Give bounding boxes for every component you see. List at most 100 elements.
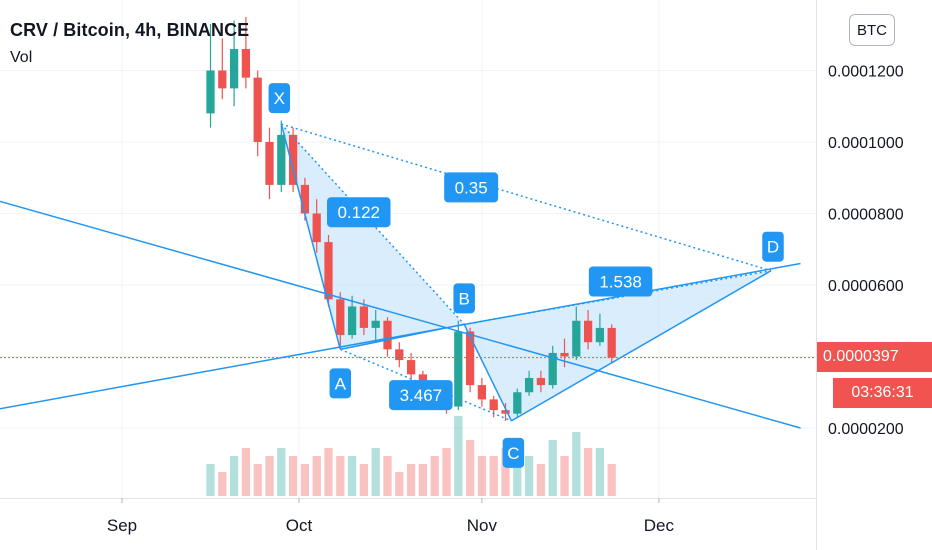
point-label-d: D: [762, 231, 784, 262]
volume-bar: [395, 472, 404, 496]
currency-button[interactable]: BTC: [849, 14, 895, 46]
volume-bar: [583, 448, 593, 496]
volume-bar: [300, 464, 310, 496]
volume-bar: [572, 432, 581, 496]
trendlines[interactable]: [0, 199, 801, 429]
point-label-x-bg: [268, 83, 291, 114]
candle-body: [418, 374, 428, 386]
leg-cd: [511, 270, 772, 422]
candle-body: [277, 134, 286, 185]
y-tick-label: 0.0001000: [828, 135, 904, 152]
point-label-c-text: C: [507, 444, 519, 463]
candle-body: [347, 306, 357, 336]
candle-body: [560, 352, 569, 357]
ratio-line-xd: [281, 123, 772, 272]
y-tick-label: 0.0000800: [828, 207, 904, 224]
volume-bar: [501, 448, 510, 496]
leg-ab: [340, 323, 465, 351]
candle-body: [501, 410, 510, 414]
harmonic-pattern[interactable]: [281, 124, 771, 421]
candle-body: [359, 306, 369, 328]
candle-body: [465, 331, 475, 386]
candle-body: [513, 392, 522, 414]
volume-bar: [288, 456, 298, 496]
candle-body: [583, 320, 593, 343]
volume-bar: [253, 464, 262, 496]
point-label-a: A: [329, 368, 352, 399]
volume-bar: [442, 448, 451, 496]
volume-bar: [359, 464, 369, 496]
y-tick-label: 0.0000600: [828, 278, 904, 295]
candle-body: [206, 70, 215, 114]
volume-bar: [277, 448, 286, 496]
volume-bar: [607, 464, 616, 496]
point-label-b-text: B: [459, 289, 470, 308]
candle-body: [607, 327, 616, 358]
point-label-a-bg: [329, 368, 352, 399]
ratio-label: 0.35: [444, 172, 499, 203]
volume-bar: [406, 464, 416, 496]
grid-lines: [0, 0, 817, 550]
ratio-label-bg: [444, 172, 499, 203]
x-tick-label: Oct: [286, 516, 313, 535]
x-tick-label: Sep: [107, 516, 137, 535]
volume-bar: [241, 448, 251, 496]
ratio-label: 0.122: [327, 197, 391, 228]
countdown-tag: 03:36:31: [833, 378, 932, 408]
volume-bar: [383, 456, 392, 496]
x-tick-label: Nov: [467, 516, 498, 535]
candle-body: [229, 49, 239, 89]
volume-bar: [324, 448, 333, 496]
y-tick-label: 0.0001200: [828, 64, 904, 81]
ratio-label-bg: [588, 266, 653, 297]
volume-bar: [560, 456, 569, 496]
ratio-label: 3.467: [389, 380, 453, 411]
volume-bar: [489, 456, 498, 496]
volume-bar: [418, 464, 428, 496]
volume-indicator-label[interactable]: Vol: [10, 49, 33, 66]
point-label-b: B: [453, 283, 475, 314]
ratio-label-bg: [327, 197, 391, 228]
ratio-label-text: 1.538: [599, 273, 642, 292]
candle-body: [383, 320, 392, 350]
volume-bar: [548, 440, 557, 496]
pattern-labels[interactable]: X A B C D 0.122 0.35 3.467 1.538: [268, 83, 784, 468]
point-label-a-text: A: [335, 374, 347, 393]
volume-bar: [454, 416, 463, 496]
volume-bar: [513, 440, 522, 496]
point-label-d-text: D: [767, 238, 779, 257]
candle-body: [489, 399, 498, 411]
chart-title: CRV / Bitcoin, 4h, BINANCE: [10, 20, 250, 40]
candle-body: [288, 134, 298, 185]
ratio-label-bg: [389, 380, 453, 411]
ratio-line-bd: [464, 269, 772, 326]
volume-bar: [465, 440, 475, 496]
candle-body: [218, 70, 227, 89]
volume-bar: [430, 456, 439, 496]
candle-body: [595, 327, 605, 343]
volume-bar: [371, 448, 380, 496]
candle-body: [336, 299, 345, 336]
volume-bar: [336, 456, 345, 496]
volume-bar: [206, 464, 215, 496]
point-label-x-text: X: [274, 89, 285, 108]
point-label-d-bg: [762, 231, 784, 262]
volume-bar: [524, 456, 534, 496]
ratio-label-text: 0.35: [455, 178, 488, 197]
trendline-2: [0, 262, 801, 410]
volume-bar: [218, 472, 227, 496]
point-label-x: X: [268, 83, 291, 114]
trendline-1: [0, 200, 801, 429]
volume-bar: [347, 456, 357, 496]
candlesticks: [206, 16, 616, 421]
candle-body: [241, 49, 251, 78]
candle-body: [454, 331, 463, 407]
ratio-label-text: 3.467: [400, 386, 443, 405]
x-tick-label: Dec: [644, 516, 675, 535]
candle-body: [253, 77, 262, 142]
volume-bar: [595, 448, 605, 496]
volume-bars: [206, 416, 616, 496]
point-label-b-bg: [453, 283, 475, 314]
leg-bc: [463, 323, 513, 422]
